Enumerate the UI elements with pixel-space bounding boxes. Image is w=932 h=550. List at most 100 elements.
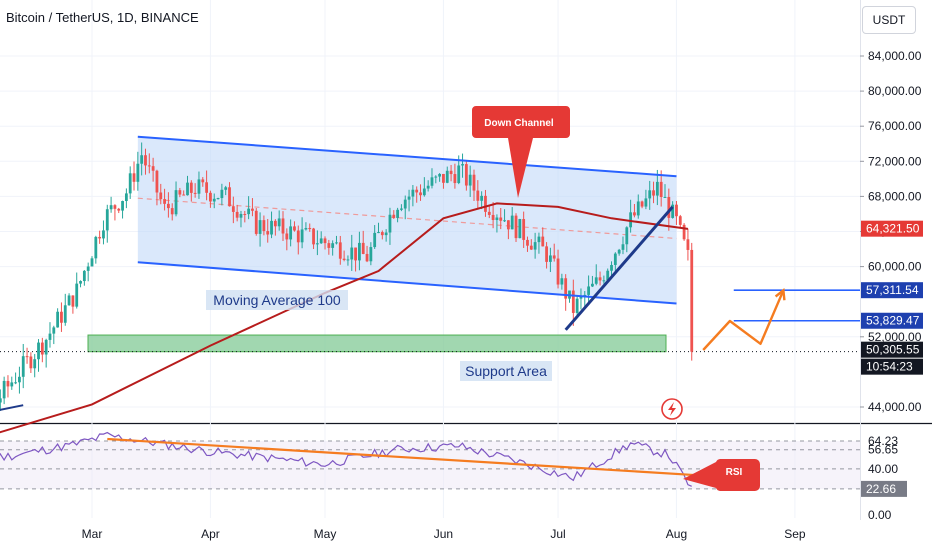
candle-body <box>361 242 365 254</box>
candle-body <box>40 342 44 355</box>
candle-body <box>155 170 159 193</box>
candle-body <box>640 201 644 207</box>
down-channel-label: Down Channel <box>472 106 570 198</box>
candle-body <box>277 218 281 227</box>
candle-body <box>613 253 617 265</box>
early-trendline <box>0 404 24 411</box>
candle-body <box>262 220 266 232</box>
candle-body <box>67 295 71 306</box>
candle-body <box>228 187 231 207</box>
candle-body <box>396 209 399 218</box>
candle-body <box>503 220 506 222</box>
candle-body <box>312 228 315 245</box>
candle-body <box>556 258 560 285</box>
candle-body <box>178 190 182 195</box>
candle-body <box>449 170 453 175</box>
candle-body <box>293 226 296 231</box>
candle-body <box>117 208 121 211</box>
candle-body <box>231 206 235 212</box>
candle-body <box>545 246 548 262</box>
candle-body <box>220 189 224 199</box>
candle-body <box>514 215 518 239</box>
candle-body <box>648 190 652 199</box>
candle-body <box>18 376 21 383</box>
candle-body <box>663 196 667 198</box>
candle-body <box>373 232 377 248</box>
candle-body <box>350 247 354 260</box>
candle-body <box>625 227 629 245</box>
moving-average-label-bg <box>206 290 348 310</box>
candle-body <box>266 231 270 235</box>
price-tick-label: 80,000.00 <box>868 84 922 98</box>
candle-body <box>617 249 621 254</box>
candle-body <box>216 198 220 200</box>
currency-button[interactable]: USDT <box>862 6 916 34</box>
candle-body <box>526 239 529 246</box>
candle-body <box>652 190 655 196</box>
candle-body <box>186 182 189 196</box>
candle-body <box>10 382 14 387</box>
price-badges: 64,321.50 57,311.54 53,829.47 50,305.55 10:5… <box>861 220 923 375</box>
channel-lower-line <box>137 261 677 305</box>
candle-body <box>174 190 178 215</box>
support-area-label-bg <box>460 361 552 381</box>
candle-body <box>132 173 136 182</box>
candle-body <box>602 280 606 282</box>
support-area-label: Support Area <box>460 361 552 381</box>
candle-body <box>522 219 526 240</box>
candle-body <box>419 192 422 196</box>
candle-body <box>159 192 163 200</box>
candle-body <box>529 245 533 250</box>
price-badge-text: 64,321.50 <box>866 222 920 236</box>
candle-body <box>63 305 67 323</box>
candle-body <box>495 217 499 221</box>
candle-body <box>71 295 75 307</box>
down-channel-text: Down Channel <box>484 118 554 129</box>
candle-body <box>400 208 403 210</box>
candle-body <box>430 177 434 186</box>
candle-body <box>14 382 17 384</box>
candle-body <box>296 230 300 243</box>
candle-body <box>239 213 243 218</box>
candle-body <box>354 247 357 261</box>
candle-body <box>621 244 625 250</box>
candle-body <box>686 239 690 250</box>
candle-body <box>675 204 678 217</box>
month-tick-label: Jul <box>550 527 565 541</box>
candle-body <box>480 195 484 201</box>
month-tick-label: Mar <box>82 527 103 541</box>
price-axis[interactable]: 84,000.00 80,000.00 76,000.00 72,000.00 68,0… <box>860 49 922 414</box>
candle-body <box>346 259 350 261</box>
price-badge-text: 57,311.54 <box>866 283 919 297</box>
candle-body <box>235 211 239 218</box>
rsi-trendline <box>107 437 708 477</box>
candle-body <box>690 249 694 352</box>
candle-body <box>403 199 407 209</box>
candle-body <box>25 356 29 358</box>
lightning-icon[interactable] <box>661 398 683 420</box>
candle-body <box>273 220 277 227</box>
candle-body <box>315 243 319 245</box>
candle-body <box>75 283 79 307</box>
price-tick-label: 60,000.00 <box>868 260 922 274</box>
candle-body <box>197 179 201 194</box>
channel-upper-line <box>137 135 677 178</box>
support-band <box>87 334 667 353</box>
time-axis[interactable]: Mar Apr May Jun Jul Aug Sep <box>82 527 806 541</box>
rsi-line <box>0 431 692 487</box>
candle-body <box>598 277 602 281</box>
candle-body <box>464 164 468 186</box>
candle-body <box>258 220 262 234</box>
moving-average-label: Moving Average 100 <box>206 290 348 310</box>
down-channel-fill <box>137 136 677 304</box>
candle-body <box>594 277 598 284</box>
candle-body <box>438 173 442 177</box>
candle-body <box>510 215 514 230</box>
price-tick-label: 84,000.00 <box>868 49 922 63</box>
rsi-tick-label: 64.23 <box>868 434 898 448</box>
candle-body <box>579 295 583 299</box>
price-tick-label: 52,000.00 <box>868 330 922 344</box>
candle-body <box>136 163 140 182</box>
